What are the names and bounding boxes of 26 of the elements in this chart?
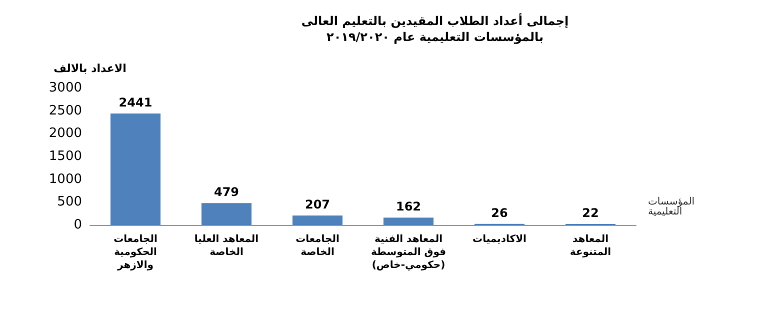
bar: [201, 203, 252, 225]
y-tick-label: 0: [74, 218, 82, 232]
bar: [383, 218, 434, 225]
bar: [110, 114, 161, 225]
x-tick-label: المعاهد الفنية فوق المتوسطة (حكومي-خاص): [370, 234, 446, 271]
data-label: 22: [582, 206, 599, 220]
y-tick-label: 2000: [48, 126, 82, 142]
data-label: 207: [304, 198, 330, 212]
y-tick-label: 2500: [48, 103, 82, 118]
x-tick-label: المعاهد المتنوعة: [570, 234, 612, 258]
y-tick-label: 1500: [48, 149, 82, 164]
bar: [292, 216, 343, 225]
x-axis-title: المؤسسات التعليمية: [648, 196, 695, 218]
chart-title: إجمالى أعداد الطلاب المقيدين بالتعليم العالى بالمؤسسات التعليمية عام ٢٠١٩/٢٠٢٠: [301, 13, 569, 44]
data-label: 2441: [118, 96, 152, 110]
y-tick-label: 3000: [48, 80, 82, 96]
x-tick-label: الاكاديميات: [472, 234, 526, 245]
data-label: 162: [396, 200, 422, 214]
y-tick-label: 500: [57, 194, 82, 210]
data-label: 26: [491, 206, 508, 220]
x-tick-label: المعاهد العليا الخاصة: [194, 234, 259, 258]
y-tick-label: 1000: [48, 172, 82, 187]
y-axis-title: الاعداد بالالف: [54, 62, 126, 75]
x-tick-label: الجامعات الحكومية والازهر: [114, 234, 158, 271]
x-tick-label: الجامعات الخاصة: [296, 234, 340, 258]
data-label: 479: [214, 185, 240, 200]
